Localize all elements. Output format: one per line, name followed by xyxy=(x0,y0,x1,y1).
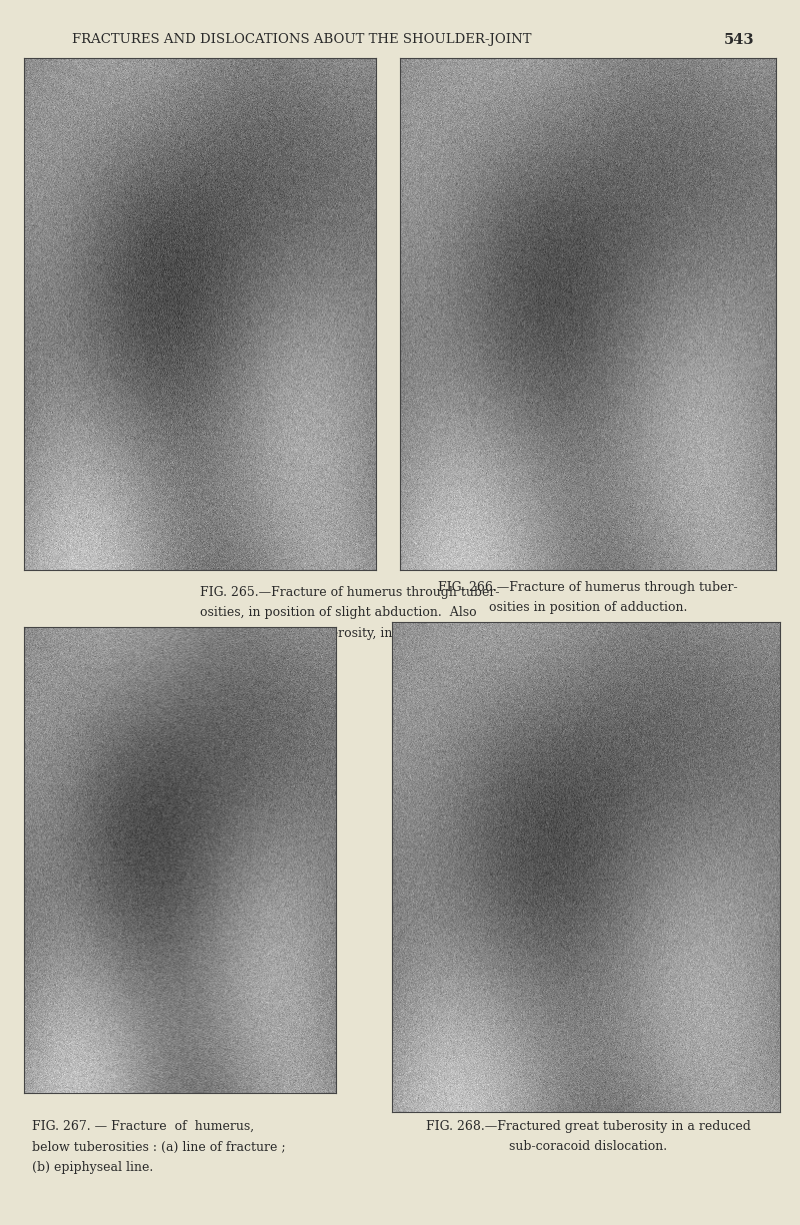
Text: FIG. 268.—Fractured great tuberosity in a reduced: FIG. 268.—Fractured great tuberosity in … xyxy=(426,1120,750,1133)
Text: FIG. 266.—Fracture of humerus through tuber-: FIG. 266.—Fracture of humerus through tu… xyxy=(438,581,738,594)
Text: 543: 543 xyxy=(724,33,754,47)
Text: FRACTURES AND DISLOCATIONS ABOUT THE SHOULDER-JOINT: FRACTURES AND DISLOCATIONS ABOUT THE SHO… xyxy=(72,33,531,47)
Text: sub-coracoid dislocation.: sub-coracoid dislocation. xyxy=(509,1140,667,1154)
Text: osities, in position of slight abduction.  Also: osities, in position of slight abduction… xyxy=(200,606,477,620)
Text: FIG. 265.—Fracture of humerus through tuber-: FIG. 265.—Fracture of humerus through tu… xyxy=(200,586,499,599)
Text: osities in position of adduction.: osities in position of adduction. xyxy=(489,601,687,615)
Text: (b) epiphyseal line.: (b) epiphyseal line. xyxy=(32,1161,154,1175)
Text: FIG. 267. — Fracture  of  humerus,: FIG. 267. — Fracture of humerus, xyxy=(32,1120,254,1133)
Text: fracture of great tuberosity, indicating Y-fracture.: fracture of great tuberosity, indicating… xyxy=(200,627,514,641)
Text: below tuberosities : (a) line of fracture ;: below tuberosities : (a) line of fractur… xyxy=(32,1140,286,1154)
